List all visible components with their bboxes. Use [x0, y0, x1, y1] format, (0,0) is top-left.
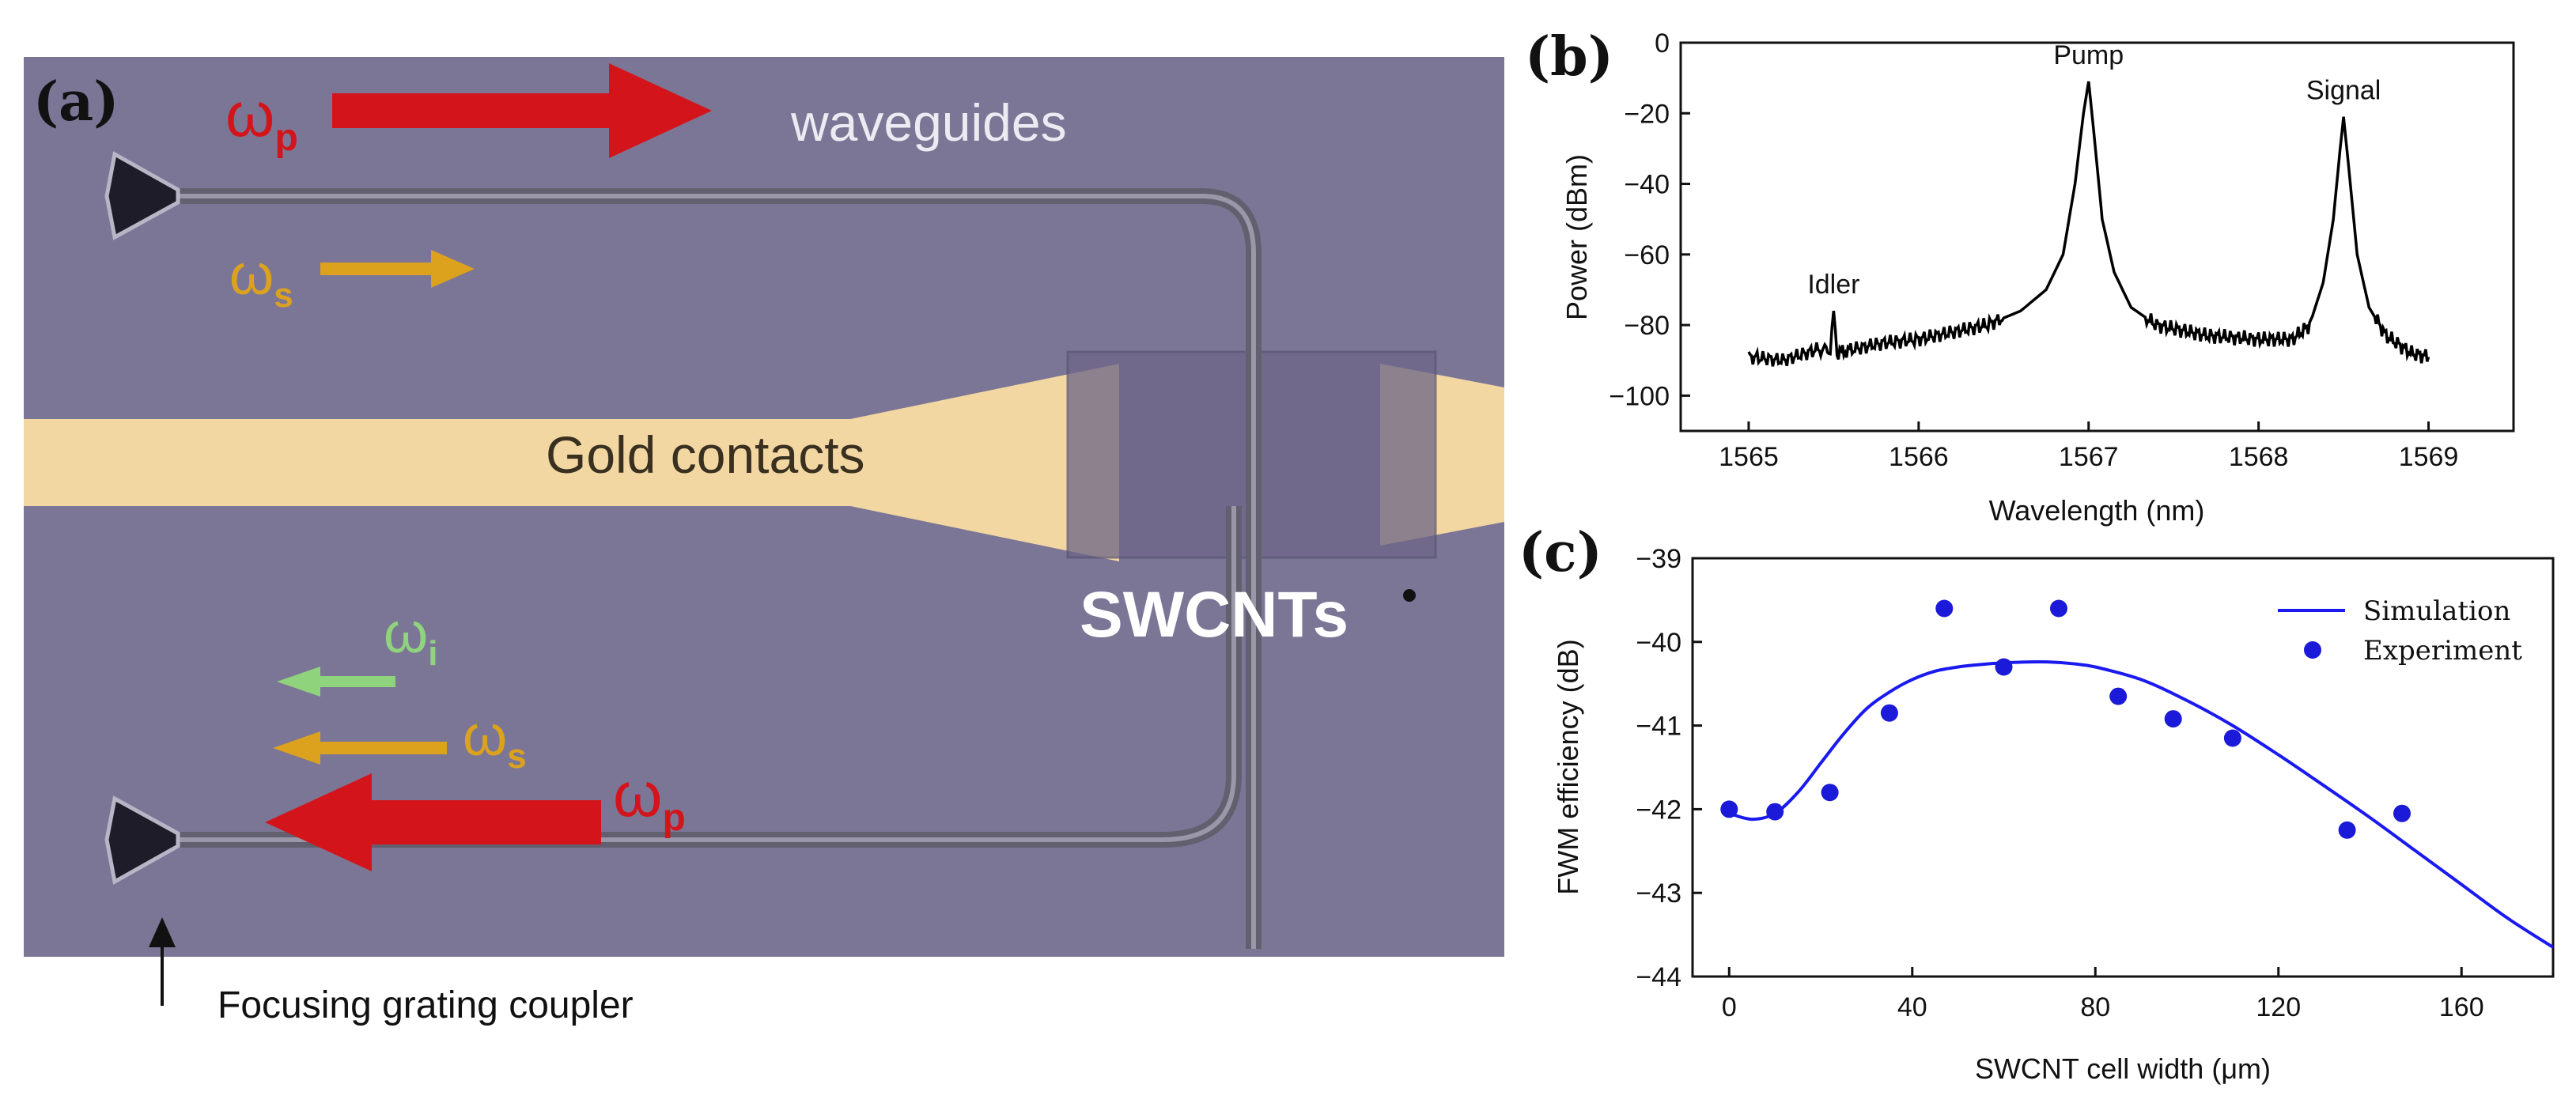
y-tick-label-b: −20 [1624, 99, 1670, 129]
y-tick-label-b: 0 [1655, 28, 1670, 59]
experiment-point [1821, 784, 1839, 802]
panel-label-a: (a) [33, 70, 119, 134]
experiment-point [2109, 687, 2128, 705]
y-axis-title-c: FWM efficiency (dB) [1552, 639, 1584, 894]
experiment-point [2223, 729, 2241, 747]
x-tick-label-c: 120 [2256, 992, 2301, 1022]
panel-label-c: (c) [1519, 521, 1602, 584]
gold-contacts-label: Gold contacts [546, 425, 865, 484]
pump-arrow-forward [332, 63, 712, 158]
annotation-signal: Signal [2306, 76, 2381, 106]
experiment-point [1766, 803, 1784, 821]
annotation-pump: Pump [2053, 40, 2124, 70]
series-line-simulation [1728, 659, 2553, 949]
experiment-point [2050, 599, 2067, 618]
x-tick-label-c: 80 [2080, 992, 2110, 1022]
x-tick-label-b: 1565 [1719, 442, 1779, 472]
y-tick-label-c: −41 [1636, 712, 1681, 742]
experiment-point [2393, 804, 2411, 822]
x-tick-label-b: 1566 [1889, 442, 1949, 472]
panel-c-chart: (c) 0 40 80 120 160 −39 −40 −41 −42 −43 −44 Simul… [1519, 521, 2555, 1085]
coupler-pointer-arrow [149, 917, 176, 947]
coupler-label: Focusing grating coupler [218, 984, 634, 1026]
legend-label-simulation: Simulation [2363, 595, 2510, 627]
x-tick-label-c: 160 [2439, 992, 2484, 1022]
y-tick-label-b: −80 [1624, 311, 1670, 341]
annotation-idler: Idler [1807, 270, 1859, 300]
y-tick-label-b: −40 [1624, 170, 1670, 200]
x-tick-label-b: 1569 [2399, 442, 2459, 472]
x-axis-title-b: Wavelength (nm) [1989, 494, 2205, 527]
plot-frame-b [1679, 41, 2515, 433]
x-axis-title-c: SWCNT cell width (μm) [1975, 1052, 2271, 1085]
legend-swatch-experiment [2304, 641, 2321, 659]
x-tick-label-c: 40 [1897, 992, 1927, 1022]
omega-p-bottom: ωp [613, 759, 686, 839]
series-line-spectrum [1747, 81, 2430, 367]
y-tick-label-c: −42 [1636, 795, 1681, 825]
experiment-point [2164, 710, 2182, 728]
y-tick-label-b: −60 [1624, 240, 1670, 270]
legend-c: Simulation Experiment [2278, 595, 2522, 667]
experiment-point [1720, 800, 1738, 818]
y-tick-label-c: −40 [1636, 628, 1681, 658]
y-tick-label-c: −43 [1636, 878, 1681, 909]
signal-arrow-forward [320, 250, 475, 288]
idler-arrow-backward [277, 667, 395, 697]
x-tick-label-c: 0 [1722, 992, 1737, 1022]
omega-s-bottom: ωs [463, 705, 527, 776]
omega-s-top: ωs [229, 244, 293, 315]
experiment-point [1935, 599, 1954, 618]
grating-coupler-top [104, 151, 180, 240]
omega-i: ωi [384, 602, 437, 673]
y-tick-label-c: −44 [1636, 962, 1681, 992]
grating-coupler-bottom [104, 795, 180, 885]
panel-a: ωp ωs ωi ωs ωp waveguides Gold contacts … [24, 57, 1504, 1026]
panel-label-b: (b) [1525, 25, 1613, 89]
plot-frame-c [1691, 557, 2555, 978]
pump-arrow-backward [265, 773, 601, 871]
experiment-point [1880, 704, 1898, 722]
gold-contact-left [24, 364, 1119, 561]
experiment-point [1995, 658, 2013, 676]
waveguides-label: waveguides [790, 93, 1067, 152]
signal-arrow-backward [273, 731, 447, 765]
swcnts-label: SWCNTs [1080, 579, 1349, 651]
experiment-point [2338, 821, 2356, 839]
x-tick-label-b: 1567 [2059, 442, 2119, 472]
y-tick-label-c: −39 [1636, 544, 1681, 574]
legend-label-experiment: Experiment [2363, 635, 2522, 667]
x-tick-label-b: 1568 [2229, 442, 2289, 472]
y-axis-title-b: Power (dBm) [1560, 154, 1593, 320]
panel-b-chart: (b) 1565 1566 1567 1568 1569 0 −20 −40 −60 −80 −1… [1525, 25, 2515, 527]
omega-p-top: ωp [225, 79, 298, 159]
y-tick-label-b: −100 [1609, 381, 1670, 411]
